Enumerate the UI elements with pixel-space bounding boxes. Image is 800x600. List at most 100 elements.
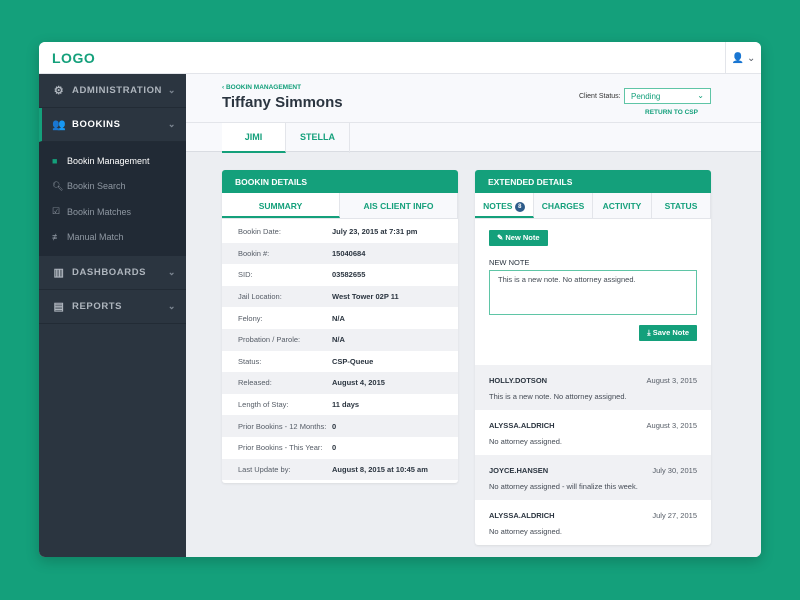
detail-label: Status:: [238, 356, 262, 366]
panel-title: EXTENDED DETAILS: [475, 170, 711, 193]
chevron-down-icon: ⌄: [167, 119, 176, 129]
tab-status[interactable]: STATUS: [652, 193, 711, 218]
detail-row: Prior Bookins - 12 Months: 0: [222, 415, 458, 437]
main-content: ‹ BOOKIN MANAGEMENT Tiffany Simmons Clie…: [186, 74, 761, 557]
gears-icon: ⚙: [53, 85, 65, 97]
tab-notes[interactable]: NOTES 8: [475, 193, 534, 218]
download-icon: ⤓: [647, 328, 651, 337]
subitem-bookin-matches[interactable]: ☑ Bookin Matches: [39, 199, 186, 225]
bar-chart-icon: ▥: [53, 267, 65, 279]
note-user: ALYSSA.ALDRICH: [489, 421, 555, 430]
notes-list: HOLLY.DOTSON August 3, 2015 This is a new …: [475, 365, 711, 545]
sidebar-item-label: ADMINISTRATION: [72, 85, 163, 96]
user-icon: 👤: [731, 52, 745, 64]
page-header: ‹ BOOKIN MANAGEMENT Tiffany Simmons Clie…: [186, 74, 761, 153]
sidebar: ⚙ ADMINISTRATION ⌄ 👥 BOOKINS ⌄ ■ Bookin Manag…: [39, 74, 186, 557]
person-tabs: JIMI STELLA: [186, 122, 761, 153]
tab-label: NOTES: [483, 201, 513, 211]
client-status-label: Client Status:: [579, 93, 621, 100]
tab-charges[interactable]: CHARGES: [534, 193, 593, 218]
tab-stella[interactable]: STELLA: [286, 123, 350, 153]
tab-activity[interactable]: ACTIVITY: [593, 193, 652, 218]
note-item[interactable]: ALYSSA.ALDRICH August 3, 2015 No attorney …: [475, 410, 711, 455]
note-date: July 27, 2015: [652, 511, 697, 520]
note-item[interactable]: JOYCE.HANSEN July 30, 2015 No attorney ass…: [475, 455, 711, 500]
logo[interactable]: LOGO: [52, 50, 96, 66]
detail-row: Status: CSP-Queue: [222, 351, 458, 373]
subitem-label: Bookin Search: [67, 181, 126, 192]
detail-row: Felony: N/A: [222, 307, 458, 329]
detail-label: Jail Location:: [238, 292, 282, 302]
return-to-csp-link[interactable]: RETURN TO CSP: [645, 109, 698, 116]
checkbox-icon: ☑: [52, 206, 61, 217]
chevron-down-icon: ⌄: [167, 85, 176, 95]
edit-icon: ✎: [497, 233, 504, 242]
subitem-label: Bookin Matches: [67, 206, 132, 217]
detail-value: 15040684: [332, 248, 366, 258]
sidebar-item-bookins[interactable]: 👥 BOOKINS ⌄: [39, 108, 186, 142]
detail-row: Probation / Parole: N/A: [222, 328, 458, 351]
chevron-down-icon: ⌄: [747, 52, 756, 64]
detail-label: Prior Bookins - 12 Months:: [238, 421, 327, 431]
detail-label: Released:: [238, 378, 272, 388]
new-note-button[interactable]: ✎ New Note: [489, 230, 548, 246]
detail-row: Bookin Date: July 23, 2015 at 7:31 pm: [222, 221, 458, 243]
note-text: No attorney assigned - will finalize thi…: [489, 482, 638, 491]
new-note-label: NEW NOTE: [489, 258, 530, 267]
note-item[interactable]: ALYSSA.ALDRICH July 27, 2015 No attorney a…: [475, 500, 711, 545]
sidebar-item-administration[interactable]: ⚙ ADMINISTRATION ⌄: [39, 74, 186, 108]
note-user: JOYCE.HANSEN: [489, 466, 549, 475]
tab-jimi[interactable]: JIMI: [222, 123, 286, 153]
sidebar-item-label: DASHBOARDS: [72, 267, 147, 278]
subitem-bookin-management[interactable]: ■ Bookin Management: [39, 148, 186, 174]
note-text: This is a new note. No attorney assigned…: [489, 392, 627, 401]
detail-row: SID: 03582655: [222, 264, 458, 286]
detail-row: Last Update by: August 8, 2015 at 10:45 a…: [222, 458, 458, 481]
sidebar-item-dashboards[interactable]: ▥ DASHBOARDS ⌄: [39, 256, 186, 290]
detail-value: CSP-Queue: [332, 356, 374, 366]
note-text: No attorney assigned.: [489, 437, 562, 446]
button-label: New Note: [505, 233, 540, 242]
chevron-down-icon: ⌄: [167, 267, 176, 277]
note-date: July 30, 2015: [652, 466, 697, 475]
new-note-textarea[interactable]: This is a new note. No attorney assigned…: [489, 270, 697, 315]
panel-title: BOOKIN DETAILS: [222, 170, 458, 193]
new-note-form: ✎ New Note NEW NOTE This is a new note. …: [475, 219, 711, 365]
extended-details-panel: EXTENDED DETAILS NOTES 8 CHARGES ACTIVIT…: [475, 170, 711, 545]
detail-label: Probation / Parole:: [238, 335, 301, 345]
detail-value: 0: [332, 443, 337, 453]
detail-value: 11 days: [332, 400, 360, 410]
notes-count-badge: 8: [514, 202, 525, 212]
detail-value: August 4, 2015: [332, 378, 385, 388]
client-status-select[interactable]: Pending ⌄: [624, 88, 711, 104]
note-user: HOLLY.DOTSON: [489, 376, 548, 385]
detail-label: Length of Stay:: [238, 400, 289, 410]
detail-value: 0: [332, 421, 337, 431]
bookin-details-panel: BOOKIN DETAILS SUMMARY AIS CLIENT INFO B…: [222, 170, 458, 483]
detail-label: Bookin #:: [238, 248, 270, 258]
sidebar-item-reports[interactable]: ▤ REPORTS ⌄: [39, 290, 186, 324]
subitem-manual-match[interactable]: ≢ Manual Match: [39, 225, 186, 251]
detail-row: Prior Bookins - This Year: 0: [222, 437, 458, 459]
breadcrumb[interactable]: ‹ BOOKIN MANAGEMENT: [222, 84, 302, 91]
detail-value: July 23, 2015 at 7:31 pm: [332, 227, 418, 237]
note-user: ALYSSA.ALDRICH: [489, 511, 555, 520]
detail-label: Prior Bookins - This Year:: [238, 443, 323, 453]
client-status-value: Pending: [631, 92, 661, 101]
subitem-label: Manual Match: [67, 232, 124, 243]
detail-row: Length of Stay: 11 days: [222, 394, 458, 416]
subitem-bookin-search[interactable]: 🔍︎ Bookin Search: [39, 174, 186, 200]
detail-label: Last Update by:: [238, 464, 291, 474]
save-note-button[interactable]: ⤓ Save Note: [639, 325, 697, 341]
tab-ais-client-info[interactable]: AIS CLIENT INFO: [340, 193, 458, 218]
book-icon: ▤: [53, 301, 65, 313]
sidebar-item-label: REPORTS: [72, 301, 123, 312]
detail-value: West Tower 02P 11: [332, 292, 399, 302]
user-menu-button[interactable]: 👤 ⌄: [725, 42, 761, 74]
users-icon: 👥: [52, 119, 67, 131]
tab-summary[interactable]: SUMMARY: [222, 193, 340, 218]
note-item[interactable]: HOLLY.DOTSON August 3, 2015 This is a new …: [475, 365, 711, 410]
subitem-label: Bookin Management: [67, 155, 150, 166]
file-icon: ■: [52, 155, 58, 166]
detail-label: Felony:: [238, 313, 263, 323]
